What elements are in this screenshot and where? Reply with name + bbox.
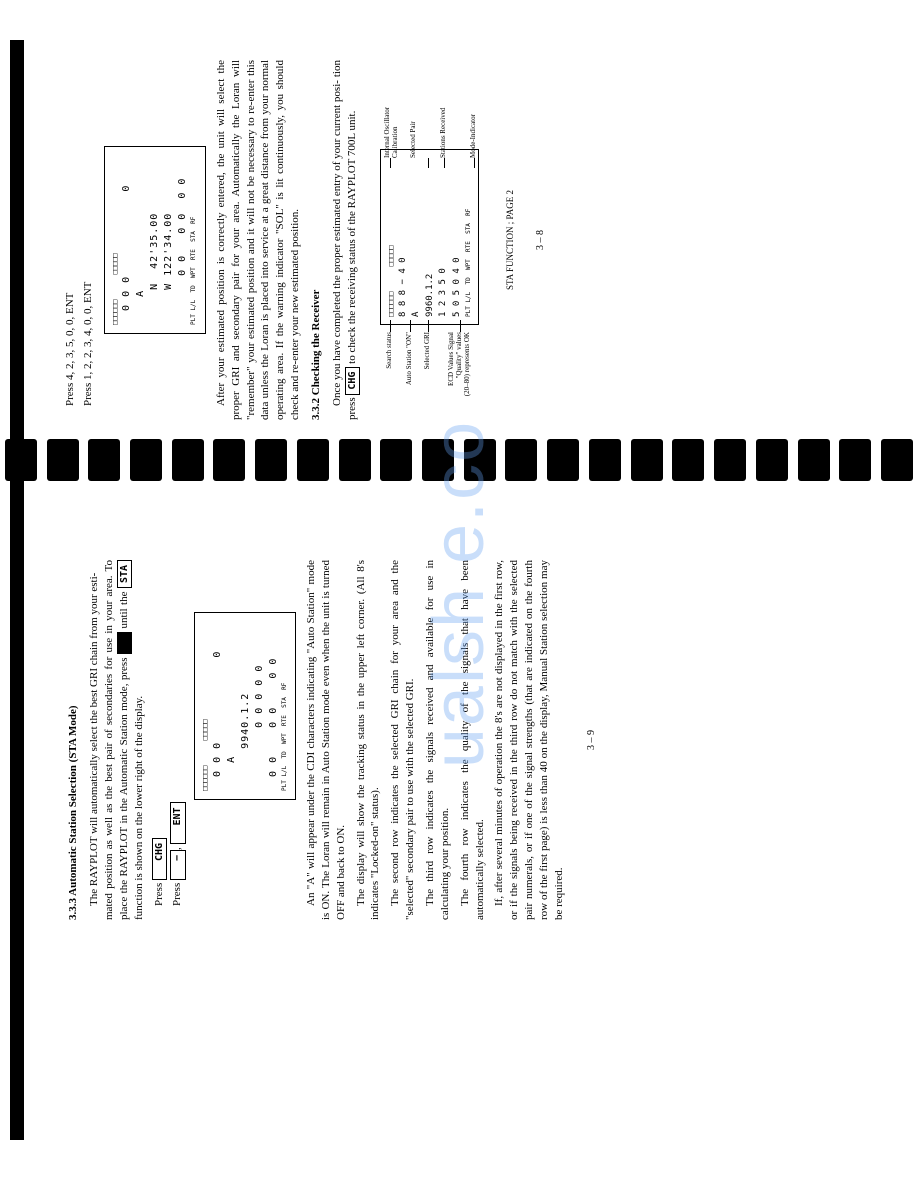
paragraph: An "A" will appear under the CDI charact…: [304, 560, 349, 920]
anno-mode-indicator: Mode-Indicator: [470, 63, 478, 158]
ent-key: ENT: [170, 802, 186, 844]
display-footer: PLT L/L TD WPT RTE STA RF: [190, 155, 198, 325]
page-number: 3 – 9: [585, 560, 599, 920]
text: until the: [118, 588, 130, 632]
chg-key: CHG: [345, 367, 361, 395]
spiral-binding: [0, 430, 918, 490]
display-row: 5 0 5 0 4 0: [451, 157, 465, 317]
text: Press: [153, 880, 165, 906]
display-row: 1 2 3 5 0: [437, 157, 451, 317]
display-footer: PLT L/L TD WPT RTE STA RF: [281, 621, 289, 791]
paragraph: Once you have completed the proper estim…: [330, 60, 360, 420]
paragraph: If, after several minutes of operation t…: [492, 560, 566, 920]
page-3-8: Press 4, 2, 3, 5, 0, 0, ENT Press 1, 2, …: [60, 60, 548, 420]
display-row: A: [225, 621, 239, 791]
anno-ecd-values: ECD Values Signal "Quality" values (20–8…: [448, 332, 471, 420]
display-row: 9960.1.2: [424, 157, 438, 317]
paragraph: The fourth row indicates the quality of …: [458, 560, 488, 920]
display-box-2: □□□□□□ □□□□□ 8 8 8 − 4 0 A 9960.1.2 1 2 …: [380, 149, 479, 325]
anno-oscillator: Internal Oscillator Calibration: [384, 63, 399, 158]
text: Once you have completed the proper estim…: [330, 80, 345, 420]
display-row: 0 0 0 0: [211, 621, 225, 791]
press-chg-line: Press CHG: [152, 560, 168, 920]
display-row: A: [410, 157, 424, 317]
anno-selected-pair: Selected Pair: [410, 63, 418, 158]
display-row: 0 0 0 0: [120, 155, 134, 325]
heading-3-3-2: 3.3.2 Checking the Receiver: [309, 60, 324, 420]
display-row: 8 8 8 − 4 0: [397, 157, 411, 317]
display-row: 9940.1.2: [239, 621, 253, 791]
display-row: 0 0 0 0 0 0: [267, 621, 281, 791]
page-3-9: 3.3.3 Automatic Station Selection (STA M…: [60, 560, 598, 920]
paragraph: The display will show the tracking statu…: [354, 560, 384, 920]
display-row: 0 0 0 0 0: [253, 621, 267, 791]
text: Press: [171, 880, 183, 906]
heading-3-3-3: 3.3.3 Automatic Station Selection (STA M…: [66, 560, 81, 920]
anno-stations-received: Stations Received: [440, 63, 448, 158]
paragraph: The second row indicates the selected GR…: [388, 560, 418, 920]
display-row: 0 0 0 0 0 0: [176, 155, 190, 325]
scan-edge: [10, 40, 24, 1140]
paragraph: After your estimated position is correct…: [214, 60, 303, 420]
black-key: ■■: [117, 632, 133, 654]
display-row: A: [134, 155, 148, 325]
press-minus-ent-line: Press −, ENT: [170, 560, 186, 920]
paragraph: The third row indicates the signals rece…: [423, 560, 453, 920]
chg-key: CHG: [152, 838, 168, 880]
display-box-3: □□□□□□ □□□□□ 0 0 0 0 A 9940.1.2 0 0 0 0 …: [194, 612, 296, 800]
text: function is shown on the lower right of …: [133, 696, 145, 920]
display-header: □□□□□□ □□□□□: [386, 157, 397, 317]
anno-search-status: Search status: [386, 332, 394, 420]
display-box-1: □□□□□□ □□□□□ 0 0 0 0 A N 42'35.00 W 122'…: [104, 146, 206, 334]
display-footer: PLT L/L TD WPT RTE STA RF: [464, 157, 473, 317]
press-line-1: Press 4, 2, 3, 5, 0, 0, ENT: [63, 60, 78, 420]
sta-key: STA: [117, 560, 133, 588]
text: to check the receiving status of the RAY…: [346, 111, 358, 367]
minus-key: −: [170, 850, 186, 880]
page-number: 3 – 8: [534, 60, 548, 420]
display-row: W 122'34.00: [162, 155, 176, 325]
anno-selected-gri: Selected GRI: [424, 332, 432, 420]
display-header: □□□□□□ □□□□□: [201, 621, 211, 791]
display-row: N 42'35.00: [148, 155, 162, 325]
press-line-2: Press 1, 2, 2, 3, 4, 0, 0, ENT: [81, 60, 96, 420]
text: ,: [171, 844, 183, 850]
display-header: □□□□□□ □□□□□: [111, 155, 121, 325]
paragraph: The RAYPLOT will automatically select th…: [87, 560, 147, 920]
annotated-display-diagram: Search status Auto Station "ON" Selected…: [370, 60, 500, 420]
anno-auto-station-on: Auto Station "ON": [406, 332, 414, 420]
figure-caption: STA FUNCTION ; PAGE 2: [504, 60, 516, 420]
text: The RAYPLOT will automatically select th…: [87, 573, 102, 920]
